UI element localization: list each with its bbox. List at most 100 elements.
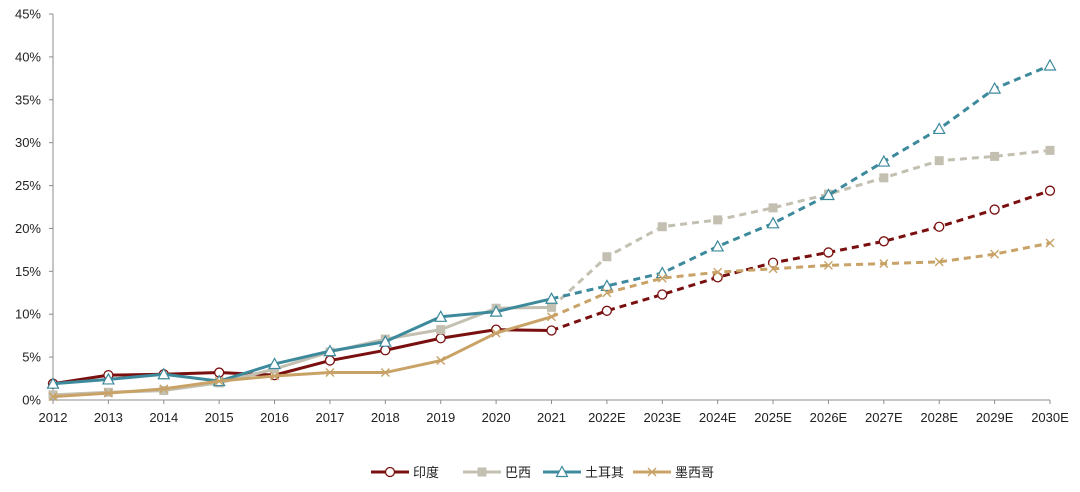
- data-point: [713, 267, 723, 277]
- data-point: [879, 173, 889, 183]
- data-point: [878, 236, 889, 247]
- data-point: [657, 222, 667, 232]
- y-tick-label: 10%: [15, 307, 41, 322]
- data-point: [712, 272, 723, 283]
- y-tick-label: 5%: [22, 350, 41, 365]
- data-point: [489, 304, 503, 317]
- series-4: [48, 238, 1055, 402]
- data-point: [989, 204, 1000, 215]
- y-tick-label: 35%: [15, 92, 41, 107]
- data-point: [767, 257, 779, 268]
- series-2: [48, 145, 1055, 400]
- data-point: [46, 376, 60, 389]
- data-point: [436, 356, 446, 366]
- data-point: [270, 364, 280, 374]
- data-point: [544, 292, 559, 304]
- data-point: [435, 333, 446, 344]
- x-tick-label: 2018: [371, 410, 400, 425]
- series-line-actual: [52, 328, 552, 386]
- x-tick-label: 2019: [426, 410, 455, 425]
- data-point: [325, 368, 335, 378]
- series-3: [46, 58, 1057, 389]
- series-layer: [46, 58, 1057, 402]
- x-tick-label: 2017: [315, 410, 344, 425]
- data-point: [990, 151, 1000, 161]
- data-point: [768, 203, 778, 213]
- x-tick-label: 2023E: [643, 410, 681, 425]
- data-point: [324, 355, 336, 366]
- series-line-forecast: [551, 64, 1051, 301]
- x-tick-label: 2021: [537, 410, 566, 425]
- x-tick-label: 2027E: [865, 410, 903, 425]
- data-point: [434, 310, 448, 322]
- data-point: [1044, 185, 1056, 196]
- y-tick-label: 45%: [15, 7, 41, 22]
- data-point: [988, 81, 1002, 94]
- data-point: [323, 344, 337, 357]
- data-point: [380, 368, 390, 378]
- x-tick-label: 2029E: [976, 410, 1014, 425]
- x-tick-label: 2026E: [810, 410, 848, 425]
- axes: 0% 5% 10% 15% 20% 25% 30% 35% 40% 45% 2012 2013 2014…: [15, 7, 1069, 426]
- data-point: [1045, 145, 1055, 155]
- data-point: [823, 260, 833, 270]
- data-point: [547, 312, 556, 322]
- data-point: [657, 289, 668, 300]
- data-point: [159, 384, 169, 394]
- series-line-forecast: [550, 148, 1051, 309]
- legend-label: 墨西哥: [675, 466, 714, 481]
- x-tick-label: 2013: [94, 410, 123, 425]
- y-tick-label: 25%: [15, 178, 41, 193]
- series-line-forecast: [550, 241, 1051, 319]
- y-tick-label: 30%: [15, 135, 41, 150]
- legend-item: 墨西哥: [633, 466, 714, 481]
- data-point: [601, 305, 613, 316]
- data-point: [101, 372, 115, 385]
- data-point: [713, 215, 723, 225]
- series-line-forecast: [550, 189, 1051, 332]
- data-point: [547, 302, 556, 312]
- y-tick-label: 40%: [15, 49, 41, 64]
- data-point: [879, 259, 889, 269]
- legend-label: 印度: [413, 465, 439, 481]
- data-point: [268, 357, 282, 370]
- data-point: [48, 390, 58, 400]
- data-point: [491, 328, 501, 338]
- data-point: [600, 279, 614, 292]
- data-point: [990, 249, 1000, 259]
- data-point: [270, 371, 280, 381]
- data-point: [766, 216, 780, 229]
- data-point: [877, 154, 891, 167]
- x-tick-label: 2030E: [1031, 410, 1069, 425]
- x-tick-label: 2016: [260, 410, 289, 425]
- data-point: [103, 388, 113, 398]
- legend-item: 印度: [371, 465, 439, 481]
- data-point: [1043, 58, 1057, 71]
- data-point: [934, 221, 945, 232]
- x-tick-label: 2020: [482, 410, 511, 425]
- legend-marker: [555, 465, 569, 478]
- legend-marker: [477, 467, 487, 477]
- data-point: [934, 156, 944, 166]
- data-point: [934, 257, 944, 267]
- data-point: [436, 325, 446, 335]
- data-point: [657, 273, 667, 283]
- legend-marker: [384, 466, 396, 478]
- x-tick-label: 2028E: [920, 410, 958, 425]
- y-tick-label: 0%: [22, 393, 41, 408]
- data-point: [1045, 238, 1055, 248]
- data-point: [546, 325, 557, 336]
- data-point: [157, 367, 171, 380]
- series-line-actual: [52, 315, 552, 399]
- legend-label: 巴西: [505, 466, 531, 481]
- x-tick-label: 2025E: [754, 410, 792, 425]
- y-tick-label: 15%: [15, 264, 41, 279]
- data-point: [214, 376, 224, 386]
- legend-item: 巴西: [463, 466, 531, 481]
- data-point: [821, 188, 835, 201]
- legend-marker: [647, 467, 657, 477]
- series-line-actual: [52, 305, 552, 397]
- data-point: [380, 345, 391, 356]
